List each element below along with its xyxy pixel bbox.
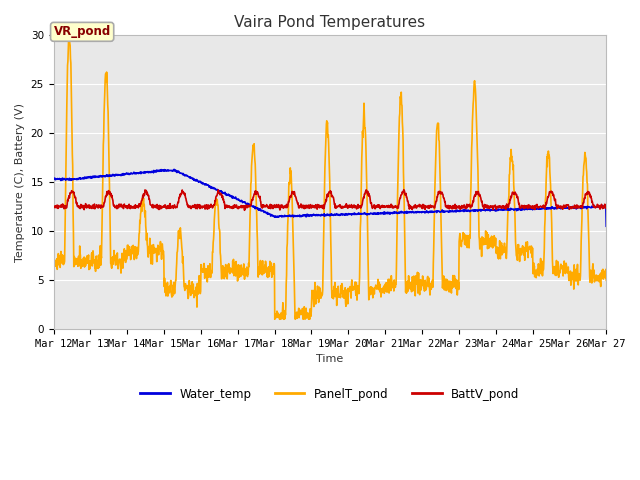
Text: VR_pond: VR_pond (54, 25, 111, 38)
Title: Vaira Pond Temperatures: Vaira Pond Temperatures (234, 15, 426, 30)
Y-axis label: Temperature (C), Battery (V): Temperature (C), Battery (V) (15, 103, 25, 262)
Legend: Water_temp, PanelT_pond, BattV_pond: Water_temp, PanelT_pond, BattV_pond (136, 383, 524, 405)
X-axis label: Time: Time (316, 354, 344, 364)
